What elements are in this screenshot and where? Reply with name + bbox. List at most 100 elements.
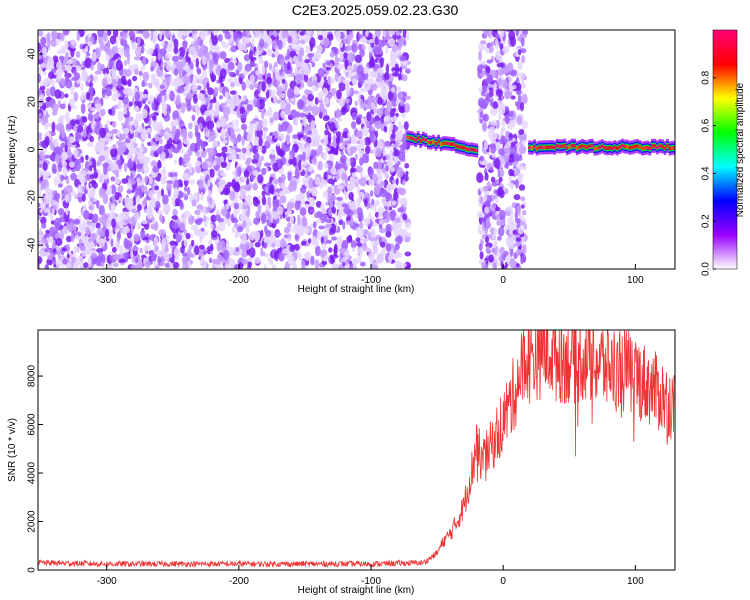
noise-cell bbox=[476, 211, 484, 218]
noise-cell bbox=[141, 94, 149, 99]
noise-cell bbox=[505, 130, 510, 138]
noise-cell bbox=[71, 256, 76, 264]
noise-cell bbox=[212, 52, 219, 63]
noise-cell bbox=[111, 121, 117, 128]
noise-cell bbox=[515, 237, 522, 242]
noise-cell bbox=[358, 130, 363, 137]
noise-cell bbox=[237, 40, 242, 51]
noise-cell bbox=[479, 111, 484, 118]
noise-cell bbox=[271, 135, 276, 142]
noise-cell bbox=[122, 96, 129, 105]
noise-cell bbox=[307, 93, 314, 102]
noise-cell bbox=[329, 121, 336, 132]
noise-cell bbox=[291, 156, 298, 167]
noise-cell bbox=[83, 262, 89, 269]
noise-cell bbox=[165, 60, 171, 72]
noise-cell bbox=[517, 249, 522, 255]
noise-cell bbox=[102, 193, 109, 205]
noise-cell bbox=[165, 76, 171, 87]
noise-cell bbox=[73, 224, 77, 234]
noise-cell bbox=[51, 111, 58, 116]
noise-cell bbox=[517, 226, 524, 235]
noise-cell bbox=[351, 171, 357, 177]
noise-cell bbox=[298, 112, 306, 118]
noise-cell bbox=[384, 107, 389, 117]
noise-cell bbox=[108, 265, 114, 269]
noise-cell bbox=[179, 147, 184, 154]
noise-cell bbox=[219, 51, 227, 60]
colorbar-label: Normalized spectral amplitude bbox=[735, 82, 746, 217]
noise-cell bbox=[220, 128, 226, 139]
noise-cell bbox=[379, 188, 387, 197]
noise-cell bbox=[227, 154, 233, 161]
noise-cell bbox=[363, 192, 371, 198]
noise-cell bbox=[94, 103, 102, 108]
noise-cell bbox=[54, 222, 60, 232]
noise-cell bbox=[55, 153, 61, 165]
noise-cell bbox=[97, 61, 102, 73]
noise-cell bbox=[506, 63, 512, 71]
noise-cell bbox=[123, 162, 128, 173]
noise-cell bbox=[294, 200, 301, 211]
noise-cell bbox=[388, 81, 393, 88]
noise-cell bbox=[169, 90, 175, 102]
noise-cell bbox=[126, 189, 132, 194]
noise-cell bbox=[351, 121, 357, 130]
noise-cell bbox=[324, 147, 331, 152]
noise-cell bbox=[272, 211, 279, 220]
signal-cell bbox=[616, 146, 619, 150]
noise-cell bbox=[396, 38, 403, 44]
noise-cell bbox=[329, 254, 334, 261]
noise-cell bbox=[263, 242, 268, 249]
x-tick-label: 100 bbox=[627, 576, 644, 587]
noise-cell bbox=[236, 226, 244, 233]
noise-cell bbox=[317, 160, 323, 171]
y-tick-label: 20 bbox=[27, 96, 38, 108]
noise-cell bbox=[210, 109, 215, 119]
noise-cell bbox=[50, 38, 58, 48]
noise-cell bbox=[357, 192, 365, 197]
noise-cell bbox=[308, 197, 316, 208]
noise-cell bbox=[299, 31, 305, 36]
noise-cell bbox=[371, 198, 375, 206]
noise-cell bbox=[386, 183, 393, 193]
noise-cell bbox=[84, 57, 92, 69]
noise-cell bbox=[521, 253, 527, 262]
noise-cell bbox=[117, 110, 124, 122]
noise-cell bbox=[346, 207, 351, 217]
noise-cell bbox=[355, 117, 362, 125]
signal-cell bbox=[475, 148, 479, 153]
noise-cell bbox=[180, 246, 185, 254]
noise-cell bbox=[499, 169, 505, 177]
noise-cell bbox=[348, 234, 353, 242]
noise-cell bbox=[184, 186, 188, 192]
noise-cell bbox=[216, 121, 221, 129]
noise-cell bbox=[209, 196, 213, 206]
noise-cell bbox=[42, 161, 48, 171]
signal-cell bbox=[671, 146, 674, 150]
noise-cell bbox=[505, 237, 512, 246]
noise-cell bbox=[292, 134, 299, 140]
signal-cell bbox=[600, 144, 604, 148]
noise-cell bbox=[263, 129, 267, 140]
noise-cell bbox=[241, 147, 247, 154]
noise-cell bbox=[254, 32, 259, 40]
noise-cell bbox=[277, 149, 284, 157]
noise-cell bbox=[513, 144, 518, 155]
noise-cell bbox=[489, 99, 494, 107]
x-tick-label: 0 bbox=[500, 275, 506, 286]
noise-cell bbox=[105, 228, 110, 238]
noise-cell bbox=[384, 71, 390, 81]
noise-cell bbox=[390, 133, 396, 139]
noise-cell bbox=[269, 184, 275, 195]
noise-cell bbox=[74, 119, 80, 125]
noise-cell bbox=[405, 30, 410, 41]
noise-cell bbox=[316, 230, 322, 241]
noise-cell bbox=[328, 247, 333, 253]
noise-cell bbox=[280, 58, 285, 68]
colorbar-tick-label: 0.8 bbox=[701, 70, 712, 84]
noise-cell bbox=[367, 95, 372, 105]
noise-cell bbox=[150, 138, 154, 147]
noise-cell bbox=[241, 151, 246, 161]
